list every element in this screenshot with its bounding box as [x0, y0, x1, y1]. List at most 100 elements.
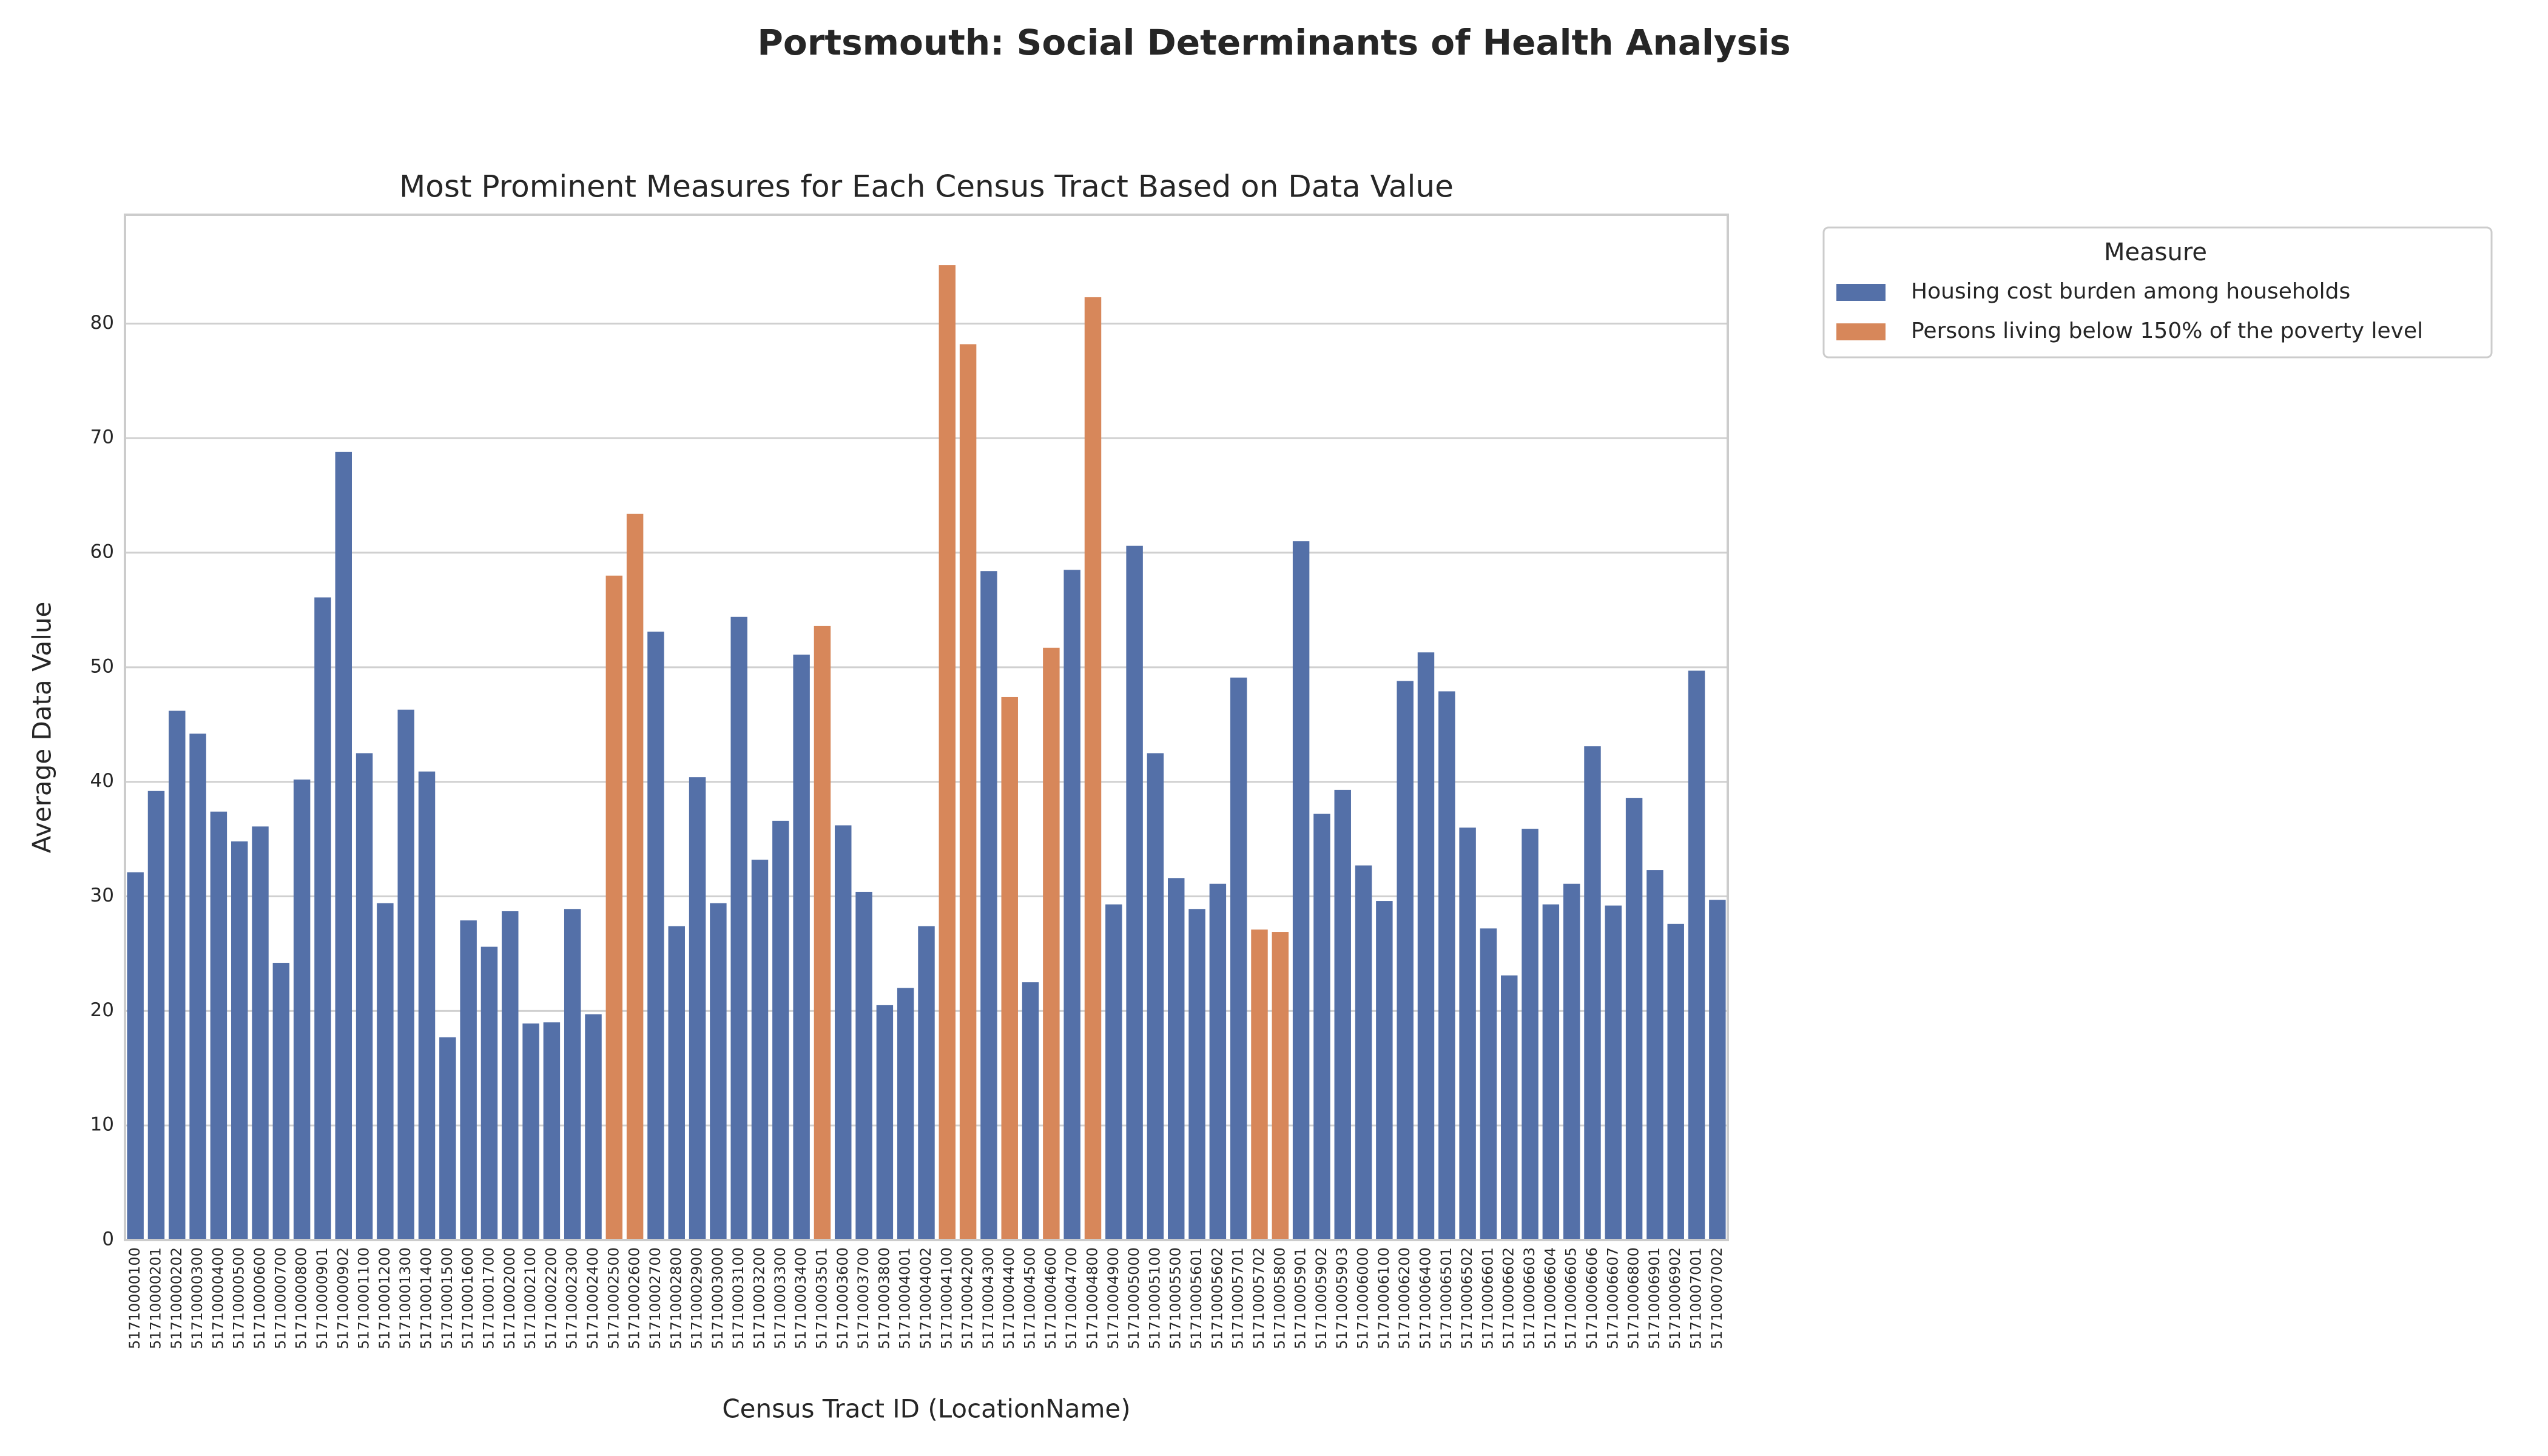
x-tick-label: 51710002100 [522, 1247, 539, 1349]
legend-swatch [1836, 323, 1886, 340]
y-axis-label: Average Data Value [27, 602, 57, 854]
bar [335, 451, 352, 1240]
y-tick-label: 80 [90, 312, 114, 334]
bar [1667, 923, 1684, 1240]
x-tick-label: 51710002500 [605, 1247, 622, 1349]
y-tick-label: 70 [90, 426, 114, 448]
x-tick-label: 51710000902 [334, 1247, 351, 1349]
x-tick-label: 51710002700 [647, 1247, 664, 1349]
x-tick-label: 51710006200 [1396, 1247, 1413, 1349]
bar [564, 909, 581, 1240]
bar [689, 777, 706, 1240]
x-tick-label: 51710004002 [917, 1247, 934, 1349]
bar [480, 946, 498, 1240]
x-tick-label: 51710004100 [938, 1247, 955, 1349]
y-tick-label: 40 [90, 770, 114, 792]
x-tick-label: 51710003800 [875, 1247, 892, 1349]
legend-box [1822, 226, 2493, 359]
bar [1230, 677, 1247, 1240]
bar [751, 860, 769, 1240]
x-tick-label: 51710006400 [1417, 1247, 1434, 1349]
x-tick-label: 51710005903 [1333, 1247, 1350, 1349]
x-tick-label: 51710005902 [1313, 1247, 1330, 1349]
bar [835, 825, 852, 1240]
bar [647, 632, 664, 1240]
x-tick-label: 51710004900 [1105, 1247, 1122, 1349]
bar [772, 820, 789, 1240]
x-tick-label: 51710003300 [772, 1247, 789, 1349]
bar [897, 988, 914, 1240]
x-tick-label: 51710007002 [1708, 1247, 1725, 1349]
bar [189, 733, 206, 1240]
x-tick-label: 51710005601 [1188, 1247, 1205, 1349]
bar [959, 344, 977, 1241]
bar [605, 575, 623, 1240]
chart-title: Portsmouth: Social Determinants of Healt… [757, 22, 1790, 63]
x-tick-label: 51710005500 [1167, 1247, 1184, 1349]
bar [1292, 541, 1310, 1240]
bar [210, 811, 228, 1240]
x-tick-label: 51710006000 [1355, 1247, 1372, 1349]
x-tick-label: 51710005100 [1146, 1247, 1163, 1349]
x-tick-label: 51710006604 [1542, 1247, 1559, 1349]
x-tick-label: 51710003200 [751, 1247, 768, 1349]
bar [356, 753, 373, 1240]
x-tick-label: 51710006603 [1521, 1247, 1538, 1349]
bar [1022, 982, 1039, 1240]
y-tick-label: 10 [90, 1114, 114, 1136]
x-tick-label: 51710004300 [980, 1247, 997, 1349]
x-tick-label: 51710000800 [293, 1247, 310, 1349]
bar [1522, 829, 1539, 1240]
x-tick-label: 51710001100 [356, 1247, 372, 1349]
x-tick-label: 51710004200 [959, 1247, 976, 1349]
bar [1355, 865, 1372, 1240]
x-tick-label: 51710002300 [564, 1247, 581, 1349]
x-tick-label: 51710001200 [376, 1247, 393, 1349]
bar [147, 790, 165, 1240]
legend-label: Housing cost burden among households [1911, 279, 2350, 304]
bar [127, 872, 144, 1240]
bar [1084, 297, 1102, 1240]
x-tick-label: 51710006602 [1500, 1247, 1517, 1349]
x-tick-label: 51710001400 [418, 1247, 435, 1349]
x-tick-label: 51710003000 [709, 1247, 726, 1349]
bar [1126, 545, 1143, 1240]
x-tick-label: 51710003700 [855, 1247, 872, 1349]
bar [418, 771, 436, 1240]
bar [730, 616, 747, 1240]
bar [1584, 746, 1601, 1240]
x-tick-label: 51710001300 [397, 1247, 414, 1349]
bar [231, 841, 248, 1240]
x-tick-label: 51710005701 [1230, 1247, 1247, 1349]
bar [626, 513, 644, 1240]
bar [793, 655, 810, 1240]
y-tick-label: 20 [90, 999, 114, 1021]
x-tick-label: 51710001500 [439, 1247, 456, 1349]
bar [1501, 975, 1518, 1240]
bar [1063, 570, 1080, 1241]
x-tick-label: 51710005800 [1271, 1247, 1288, 1349]
y-tick-label: 0 [102, 1228, 114, 1250]
y-tick-label: 50 [90, 655, 114, 677]
bar [668, 926, 685, 1240]
bar [522, 1023, 539, 1240]
bar [1334, 789, 1351, 1240]
bar [1209, 883, 1227, 1240]
bar [918, 926, 935, 1240]
bar [1646, 870, 1663, 1240]
x-tick-label: 51710007001 [1688, 1247, 1705, 1349]
x-tick-label: 51710006100 [1375, 1247, 1392, 1349]
bar [855, 891, 872, 1240]
bar [1605, 905, 1622, 1240]
bar [1688, 670, 1705, 1240]
x-tick-label: 51710002900 [689, 1247, 706, 1349]
bar [314, 597, 331, 1240]
bar [397, 709, 414, 1240]
bar [1001, 696, 1018, 1240]
x-tick-label: 51710000600 [251, 1247, 268, 1349]
bar [439, 1037, 456, 1240]
bar [1168, 878, 1185, 1240]
bar [1542, 904, 1560, 1240]
x-tick-label: 51710006605 [1563, 1247, 1580, 1349]
bar [1480, 928, 1497, 1240]
